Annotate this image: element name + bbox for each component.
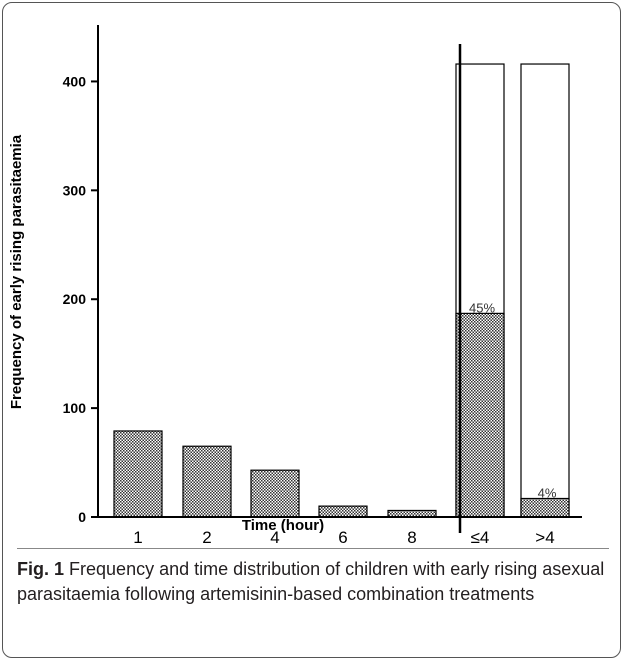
- percentage-label: 45%: [469, 300, 495, 315]
- y-tick-label: 200: [63, 291, 87, 307]
- y-tick-label: 100: [63, 400, 87, 416]
- y-tick-label: 300: [63, 182, 87, 198]
- y-tick-label: 0: [78, 509, 86, 525]
- x-tick-label: 6: [338, 528, 347, 545]
- caption-text: Frequency and time distribution of child…: [17, 559, 605, 604]
- y-axis-label: Frequency of early rising parasitaemia: [8, 134, 25, 409]
- x-axis-label: Time (hour): [242, 517, 324, 534]
- labels-layer: 45% 4% 0 100 200 300 400 1 2 4 6 8 ≤4 >4: [63, 73, 557, 545]
- hatched-bar: [113, 430, 163, 518]
- hatched-bar: [520, 497, 570, 518]
- hatched-bar: [455, 312, 505, 518]
- x-tick-label: >4: [535, 528, 554, 545]
- figure-caption: Fig. 1 Frequency and time distribution o…: [17, 548, 609, 607]
- percentage-label: 4%: [538, 485, 557, 500]
- bar-chart: 45% 4% 0 100 200 300 400 1 2 4 6 8 ≤4 >4 Frequency of…: [8, 25, 582, 545]
- x-tick-label: ≤4: [471, 528, 490, 545]
- x-tick-label: 2: [202, 528, 211, 545]
- hatched-bar: [250, 469, 300, 518]
- hatched-bar: [182, 445, 232, 518]
- total-bar: [520, 63, 570, 518]
- x-tick-label: 8: [407, 528, 416, 545]
- y-tick-label: 400: [63, 73, 87, 89]
- axes-layer: [91, 25, 582, 533]
- hatched-bar: [318, 505, 368, 518]
- bars-layer: [113, 63, 570, 518]
- x-tick-label: 1: [133, 528, 142, 545]
- caption-label: Fig. 1: [17, 559, 65, 579]
- x-tick-label: 4: [270, 528, 279, 545]
